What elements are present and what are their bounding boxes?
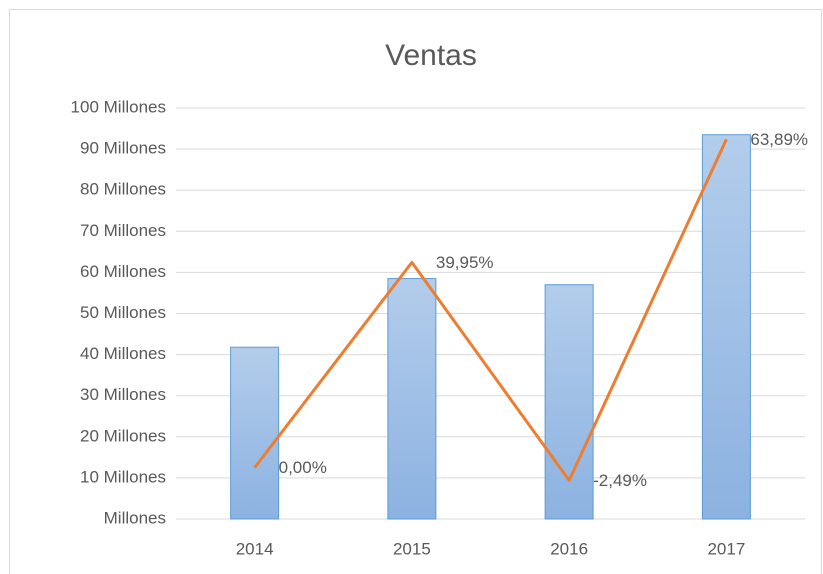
data-label: 39,95% [436,253,494,272]
x-tick-label: 2016 [550,539,588,558]
y-tick-label: Millones [104,508,166,527]
y-tick-label: 10 Millones [80,467,166,486]
data-label: 0,00% [279,458,327,477]
y-tick-label: 50 Millones [80,303,166,322]
y-tick-label: 80 Millones [80,180,166,199]
chart-title: Ventas [385,39,477,72]
x-tick-label: 2015 [393,539,431,558]
y-tick-label: 40 Millones [80,344,166,363]
y-tick-label: 70 Millones [80,221,166,240]
x-tick-label: 2014 [236,539,274,558]
line [253,138,728,482]
bar [701,134,751,520]
y-tick-label: 30 Millones [80,385,166,404]
y-tick-label: 60 Millones [80,262,166,281]
bar [230,346,280,520]
bar [544,284,594,520]
data-label: 63,89% [750,130,808,149]
y-tick-label: 100 Millones [71,97,166,116]
x-tick-label: 2017 [707,539,745,558]
y-tick-label: 90 Millones [80,139,166,158]
bar [387,278,437,520]
y-tick-label: 20 Millones [80,426,166,445]
data-label: -2,49% [593,471,647,490]
